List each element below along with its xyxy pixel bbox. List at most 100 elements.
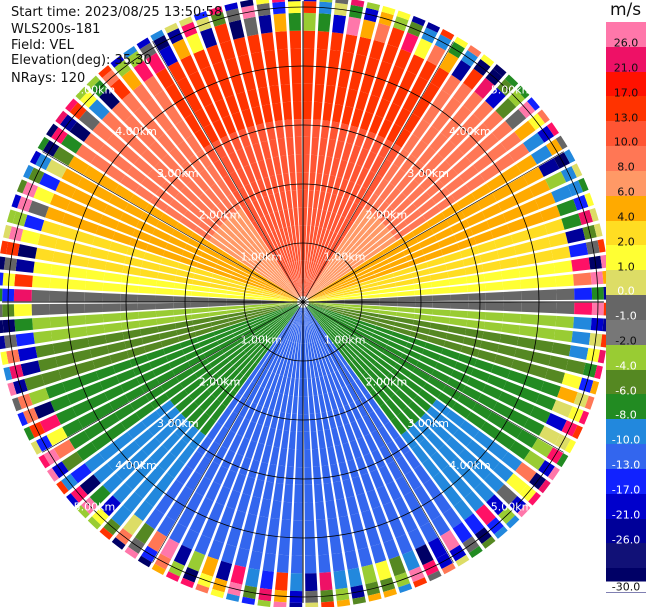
ppi-gate — [124, 546, 139, 559]
ppi-gate — [332, 408, 343, 428]
ppi-gate — [415, 361, 435, 375]
ppi-gate — [268, 335, 281, 352]
ppi-gate — [531, 145, 553, 165]
ppi-gate — [241, 596, 256, 605]
ppi-gate — [408, 425, 425, 444]
ppi-gate — [33, 261, 53, 275]
ppi-gate — [332, 235, 345, 253]
ppi-gate — [434, 362, 454, 376]
ppi-gate — [193, 322, 212, 331]
ppi-gate — [206, 164, 222, 183]
range-ring-label: 2.00km — [366, 209, 408, 222]
ppi-gate — [289, 602, 303, 607]
ppi-gate — [72, 399, 93, 417]
ppi-gate — [298, 378, 303, 397]
ppi-gate — [28, 387, 50, 405]
ppi-gate — [84, 292, 103, 302]
ppi-gate — [146, 465, 166, 485]
ppi-gate — [169, 199, 188, 215]
ppi-gate — [88, 99, 110, 120]
ppi-gate — [269, 316, 285, 328]
ppi-gate — [258, 350, 271, 367]
ppi-gate — [223, 411, 238, 430]
ppi-gate — [340, 316, 358, 326]
ppi-gate — [536, 263, 556, 276]
ppi-gate — [411, 268, 430, 278]
ppi-gate — [188, 154, 205, 174]
ppi-gate — [369, 337, 387, 349]
ppi-gate — [378, 287, 397, 294]
ppi-gate — [203, 144, 220, 164]
colorbar-tick-label: 2.0 — [617, 235, 635, 249]
ppi-gate — [269, 446, 280, 466]
range-ring-label: 5.00km — [491, 83, 533, 96]
ppi-gate — [174, 167, 192, 185]
ppi-gate — [273, 482, 284, 502]
ppi-gate — [265, 535, 278, 555]
ppi-gate — [464, 328, 484, 339]
ppi-gate — [165, 571, 180, 582]
ppi-gate — [234, 547, 250, 568]
ppi-gate — [114, 184, 134, 202]
ppi-gate — [288, 342, 295, 360]
ppi-gate — [349, 164, 362, 183]
ppi-gate — [107, 452, 128, 472]
colorbar-segment — [606, 71, 646, 97]
ppi-gate — [52, 251, 72, 265]
ppi-gate — [584, 192, 594, 207]
ppi-gate — [140, 326, 159, 336]
ppi-gate — [138, 277, 158, 287]
range-ring-label: 2.00km — [366, 375, 408, 388]
ppi-gate — [274, 393, 284, 412]
colorbar-segment — [606, 270, 646, 296]
ppi-gate — [33, 330, 53, 344]
ppi-gate — [279, 358, 288, 376]
ppi-gate — [149, 195, 169, 212]
ppi-gate — [221, 430, 236, 449]
ppi-gate — [176, 465, 194, 485]
ppi-gate — [337, 197, 348, 216]
ppi-gate — [528, 492, 541, 506]
ppi-gate — [242, 381, 256, 399]
ppi-gate — [335, 265, 351, 278]
ppi-gate — [367, 250, 385, 264]
ppi-gate — [263, 332, 277, 348]
ppi-gate — [480, 421, 501, 440]
ppi-gate — [501, 268, 520, 280]
ppi-gate — [233, 353, 249, 369]
ppi-gate — [477, 393, 498, 410]
ppi-gate — [527, 97, 540, 111]
ppi-gate — [258, 86, 271, 106]
ppi-gate — [228, 151, 242, 171]
ppi-gate — [191, 291, 209, 297]
range-ring-label: 5.00km — [74, 83, 116, 96]
ppi-gate — [309, 172, 316, 191]
ppi-gate — [216, 201, 232, 219]
ppi-gate — [250, 181, 262, 200]
ppi-gate — [418, 389, 437, 405]
ppi-gate — [463, 91, 483, 113]
ppi-gate — [574, 302, 593, 315]
ppi-gate — [452, 522, 473, 544]
ppi-gate — [378, 205, 395, 223]
colorbar-segment — [606, 195, 646, 222]
ppi-gate — [229, 239, 246, 254]
ppi-gate — [261, 302, 280, 305]
ppi-gate — [165, 83, 184, 104]
ppi-gate — [461, 202, 481, 218]
ppi-gate — [594, 365, 603, 380]
ppi-gate — [65, 98, 78, 112]
ppi-gate — [531, 438, 553, 458]
ppi-gate — [390, 394, 407, 411]
ppi-gate — [306, 325, 312, 343]
ppi-gate — [138, 286, 157, 294]
ppi-gate — [265, 283, 282, 293]
ppi-gate — [343, 34, 358, 54]
ppi-gate — [451, 60, 472, 82]
ppi-gate — [337, 240, 351, 256]
ppi-gate — [99, 527, 113, 540]
ppi-gate — [432, 309, 451, 317]
ppi-gate — [407, 160, 425, 179]
ppi-gate — [305, 280, 313, 297]
ppi-gate — [252, 386, 265, 405]
